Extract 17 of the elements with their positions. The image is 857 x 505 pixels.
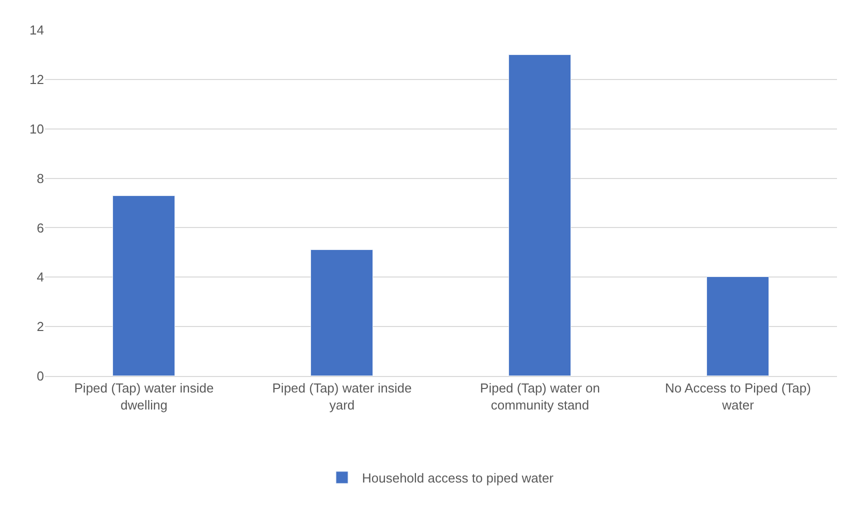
y-tick-label: 12 <box>30 72 44 87</box>
y-tick-label: 6 <box>36 220 44 236</box>
bar <box>310 250 373 376</box>
y-tick-label: 0 <box>36 368 44 384</box>
x-tick-label: Piped (Tap) water inside yard <box>272 380 412 412</box>
y-tick-label: 14 <box>30 22 44 38</box>
legend-label: Household access to piped water <box>362 470 554 486</box>
x-tick-label: No Access to Piped (Tap) water <box>665 380 811 412</box>
bar <box>508 54 571 376</box>
x-tick-label: Piped (Tap) water on community stand <box>480 380 600 412</box>
bar <box>706 276 769 376</box>
x-tick-label: Piped (Tap) water inside dwelling <box>74 380 214 412</box>
y-tick-label: 10 <box>30 121 44 136</box>
y-tick-label: 2 <box>36 319 44 334</box>
bar <box>112 196 175 376</box>
y-tick-label: 8 <box>36 170 44 186</box>
y-tick-label: 4 <box>36 270 44 285</box>
